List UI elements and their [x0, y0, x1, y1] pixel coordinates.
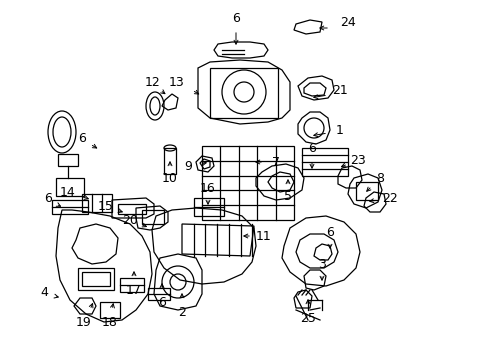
Text: 6: 6	[78, 131, 86, 144]
Text: 6: 6	[307, 141, 315, 154]
Bar	[82, 272, 110, 286]
Text: 1: 1	[335, 123, 343, 136]
Bar	[82, 194, 112, 212]
Bar	[148, 288, 170, 300]
Text: 17: 17	[126, 284, 142, 297]
Text: 6: 6	[158, 296, 165, 309]
Bar	[52, 200, 88, 214]
Text: 23: 23	[349, 153, 365, 166]
Bar	[78, 268, 114, 290]
Bar	[194, 198, 224, 216]
Bar	[355, 182, 377, 200]
Text: 16: 16	[200, 181, 215, 194]
Text: 5: 5	[284, 189, 291, 202]
Bar	[302, 148, 347, 176]
Text: 19: 19	[76, 315, 92, 328]
Text: 15: 15	[98, 199, 114, 212]
Bar	[163, 148, 176, 174]
Bar	[56, 178, 84, 196]
Text: 11: 11	[256, 230, 271, 243]
Text: 22: 22	[381, 192, 397, 204]
Text: 7: 7	[271, 156, 280, 168]
Bar	[120, 278, 143, 292]
Bar	[118, 204, 146, 214]
Text: 25: 25	[300, 311, 315, 324]
Text: 2: 2	[178, 306, 185, 319]
Text: 12: 12	[145, 77, 161, 90]
Text: 6: 6	[232, 12, 240, 24]
Bar	[209, 68, 278, 118]
Bar	[202, 146, 293, 220]
Text: 6: 6	[44, 192, 52, 204]
Bar	[58, 154, 78, 166]
Text: 8: 8	[375, 171, 383, 184]
Bar	[142, 210, 163, 224]
Bar	[100, 302, 120, 318]
Text: 18: 18	[102, 315, 118, 328]
Text: 9: 9	[183, 159, 192, 172]
Text: 24: 24	[340, 15, 355, 28]
Text: 3: 3	[317, 257, 325, 270]
Text: 13: 13	[169, 77, 184, 90]
Text: 20: 20	[122, 213, 138, 226]
Text: 4: 4	[40, 285, 48, 298]
Text: 6: 6	[325, 225, 333, 238]
Text: 21: 21	[331, 84, 347, 96]
Text: 14: 14	[60, 185, 76, 198]
Text: 10: 10	[162, 171, 178, 184]
